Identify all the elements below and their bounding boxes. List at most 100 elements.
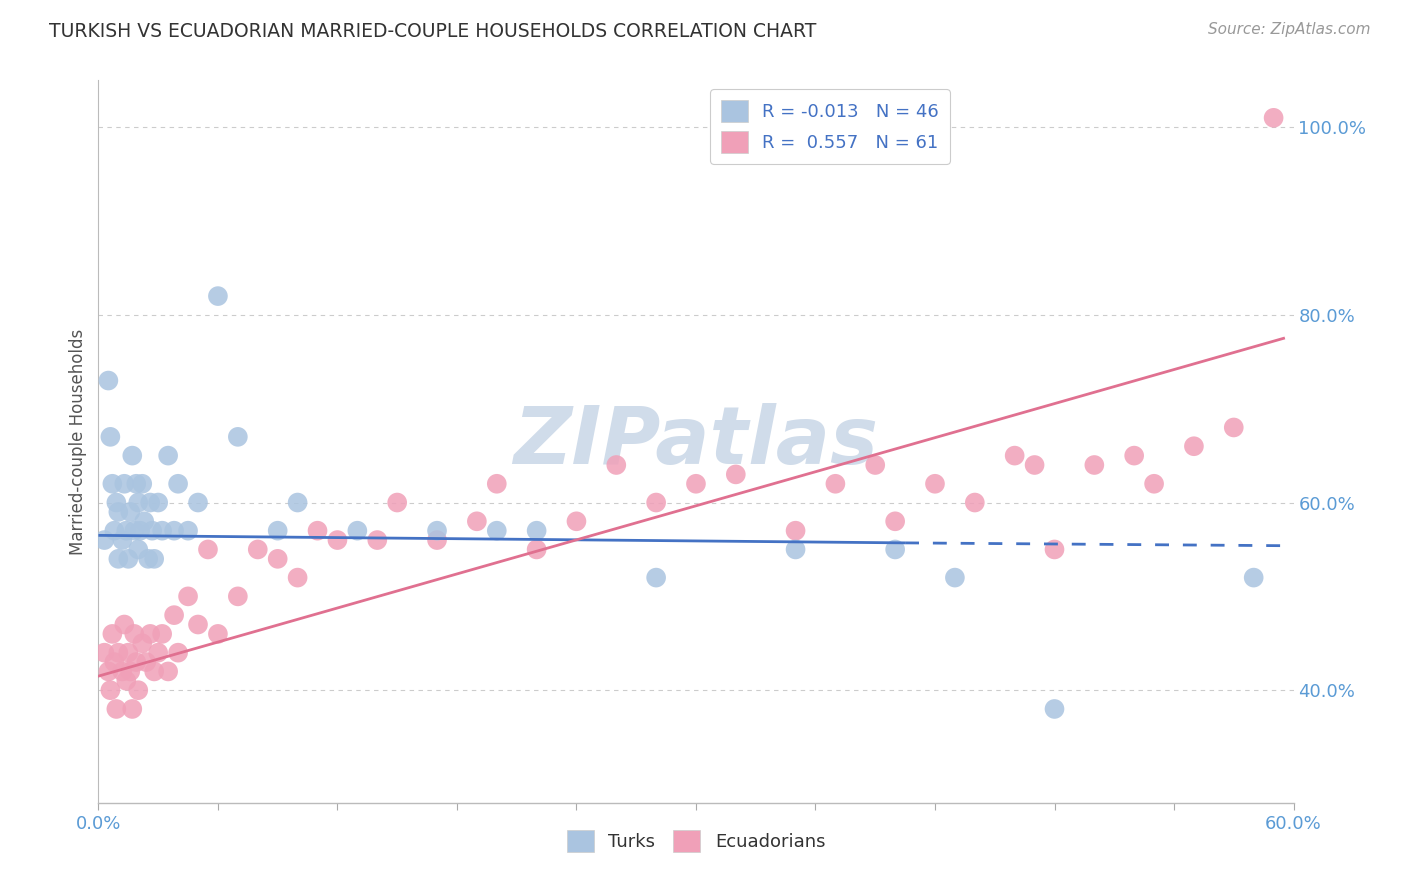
Point (884, 542, 907, 557)
Point (107, 551, 129, 566)
Point (1004, 449, 1026, 463)
Point (645, 495, 668, 509)
Point (226, 590, 249, 604)
Point (101, 476, 124, 491)
Point (485, 476, 508, 491)
Point (143, 551, 166, 566)
Point (150, 627, 173, 641)
Point (307, 524, 329, 538)
Point (117, 551, 139, 566)
Point (107, 505, 129, 519)
Point (465, 514, 488, 528)
Point (865, 458, 887, 472)
Point (120, 505, 142, 519)
Point (605, 458, 627, 472)
Point (121, 449, 143, 463)
Point (121, 702, 143, 716)
Point (187, 617, 209, 632)
Point (115, 524, 138, 538)
Point (1024, 458, 1046, 472)
Point (139, 495, 162, 509)
Point (112, 476, 135, 491)
Point (924, 476, 946, 491)
Point (93, 533, 115, 547)
Point (139, 627, 162, 641)
Point (111, 533, 134, 547)
Point (127, 542, 149, 557)
Point (98, 430, 122, 444)
Point (1083, 458, 1105, 472)
Point (143, 665, 166, 679)
Legend: Turks, Ecuadorians: Turks, Ecuadorians (560, 822, 832, 859)
Point (645, 571, 668, 585)
Point (131, 476, 153, 491)
Point (115, 673, 138, 688)
Point (131, 636, 153, 650)
Point (124, 524, 146, 538)
Point (97, 665, 120, 679)
Point (207, 289, 229, 303)
Point (485, 524, 508, 538)
Text: Source: ZipAtlas.com: Source: ZipAtlas.com (1208, 22, 1371, 37)
Point (129, 524, 152, 538)
Point (141, 524, 163, 538)
Point (148, 646, 170, 660)
Point (565, 514, 588, 528)
Point (884, 514, 907, 528)
Point (724, 467, 747, 482)
Point (963, 495, 986, 509)
Point (366, 533, 388, 547)
Text: ZIPatlas: ZIPatlas (513, 402, 879, 481)
Point (1263, 111, 1285, 125)
Point (1043, 702, 1066, 716)
Point (207, 627, 229, 641)
Point (148, 495, 170, 509)
Point (1243, 571, 1265, 585)
Y-axis label: Married-couple Households: Married-couple Households (69, 328, 87, 555)
Point (103, 655, 125, 669)
Point (117, 646, 139, 660)
Point (187, 495, 209, 509)
Point (267, 524, 290, 538)
Point (127, 495, 149, 509)
Point (101, 627, 124, 641)
Point (785, 542, 807, 557)
Point (112, 617, 135, 632)
Point (526, 524, 548, 538)
Point (1223, 420, 1246, 434)
Point (1182, 439, 1205, 453)
Point (135, 655, 157, 669)
Point (105, 495, 128, 509)
Point (127, 683, 149, 698)
Point (526, 542, 548, 557)
Point (326, 533, 349, 547)
Point (346, 524, 368, 538)
Point (167, 646, 190, 660)
Point (136, 551, 159, 566)
Point (105, 702, 128, 716)
Point (103, 524, 125, 538)
Point (1123, 449, 1146, 463)
Point (125, 476, 148, 491)
Point (685, 476, 707, 491)
Point (163, 524, 186, 538)
Point (426, 533, 449, 547)
Point (1043, 542, 1066, 557)
Point (943, 571, 966, 585)
Text: TURKISH VS ECUADORIAN MARRIED-COUPLE HOUSEHOLDS CORRELATION CHART: TURKISH VS ECUADORIAN MARRIED-COUPLE HOU… (49, 22, 817, 41)
Point (785, 524, 807, 538)
Point (287, 571, 309, 585)
Point (824, 476, 846, 491)
Point (1143, 476, 1166, 491)
Point (120, 665, 142, 679)
Point (287, 495, 309, 509)
Point (157, 449, 180, 463)
Point (246, 542, 269, 557)
Point (385, 495, 409, 509)
Point (107, 646, 129, 660)
Point (167, 476, 190, 491)
Point (163, 608, 186, 623)
Point (98, 683, 122, 698)
Point (157, 665, 180, 679)
Point (177, 524, 200, 538)
